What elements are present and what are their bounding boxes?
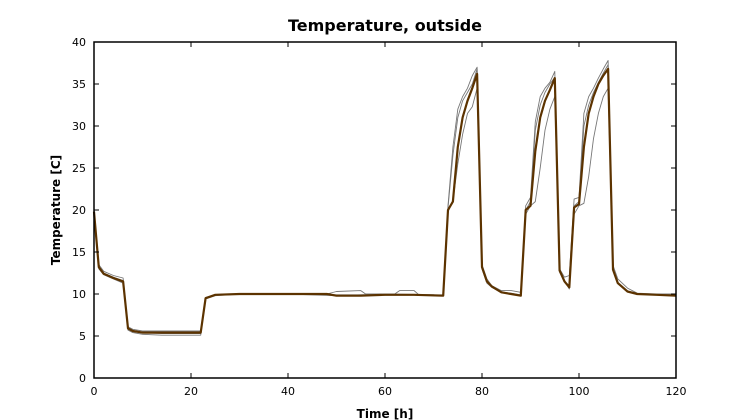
y-tick-label: 10 [72, 288, 86, 301]
x-tick-label: 40 [281, 385, 295, 398]
x-tick-label: 120 [666, 385, 687, 398]
x-axis-title: Time [h] [357, 407, 414, 420]
y-tick-label: 20 [72, 204, 86, 217]
x-tick-label: 60 [378, 385, 392, 398]
y-tick-label: 0 [79, 372, 86, 385]
y-tick-label: 40 [72, 36, 86, 49]
series-layer [92, 60, 677, 336]
chart-title: Temperature, outside [288, 16, 482, 35]
series-line-ensemble [93, 87, 677, 336]
x-axis: 0 20 40 60 80 100 120 [91, 42, 687, 398]
y-axis: 0 5 10 15 20 25 30 35 40 [72, 36, 676, 385]
y-axis-title: Temperature [C] [49, 155, 63, 265]
y-tick-label: 25 [72, 162, 86, 175]
x-tick-label: 0 [91, 385, 98, 398]
plot-frame [93, 41, 677, 379]
series-line-ensemble [93, 60, 676, 332]
y-tick-label: 15 [72, 246, 86, 259]
x-tick-label: 80 [475, 385, 489, 398]
x-tick-label: 20 [184, 385, 198, 398]
y-tick-label: 35 [72, 78, 86, 91]
series-line-mean [92, 67, 677, 334]
series-line-ensemble [93, 64, 676, 334]
x-tick-label: 100 [569, 385, 590, 398]
y-tick-label: 30 [72, 120, 86, 133]
y-tick-label: 5 [79, 330, 86, 343]
